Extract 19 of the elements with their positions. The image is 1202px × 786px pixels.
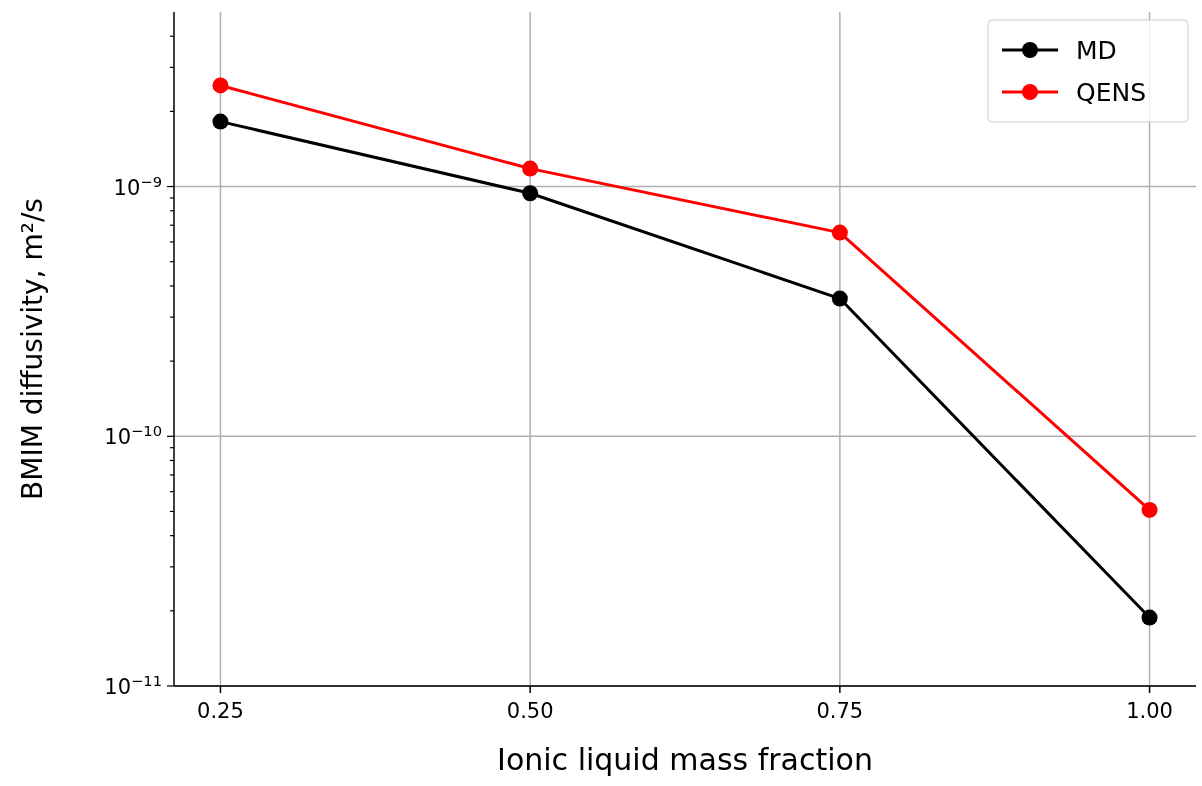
x-tick-label: 1.00 [1126, 699, 1173, 723]
x-axis-title: Ionic liquid mass fraction [497, 742, 873, 777]
x-tick-label: 0.25 [197, 699, 244, 723]
point [1141, 609, 1158, 626]
y-tick-label: 10$^{−11}$ [104, 671, 162, 699]
point [1141, 501, 1158, 518]
y-axis-title: BMIM diffusivity, m²/s [16, 198, 49, 500]
point [212, 113, 229, 130]
point [522, 160, 539, 177]
legend-label: MD [1076, 36, 1117, 65]
legend-label: QENS [1076, 78, 1147, 107]
point [522, 185, 539, 202]
y-tick-label: 10$^{−9}$ [113, 172, 162, 200]
x-tick-label: 0.75 [816, 699, 864, 723]
point [831, 224, 848, 241]
point [212, 77, 229, 94]
y-tick-label: 10$^{−10}$ [104, 421, 162, 450]
point [831, 290, 848, 307]
x-tick-label: 0.50 [506, 699, 554, 723]
